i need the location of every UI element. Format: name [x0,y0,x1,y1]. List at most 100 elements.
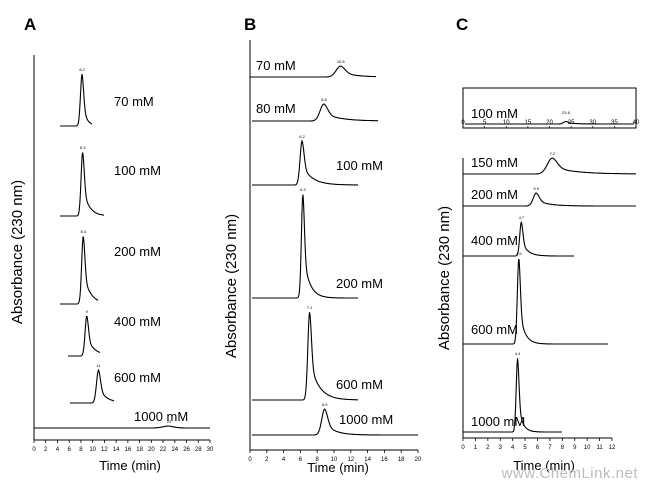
x-tick-label: 2 [265,457,269,463]
chromatogram-trace [252,103,378,122]
peak-time-label: 10.8 [337,59,346,64]
x-tick-label: 8 [561,445,565,451]
chromatogram-trace [463,221,574,257]
x-tick-label: 10 [584,445,591,451]
chromatogram-trace [252,408,418,436]
x-tick-label: 8 [316,457,320,463]
panel-letter-a: A [24,15,36,34]
x-tick-label: 7 [548,445,552,451]
peak-time-label: 7.2 [550,151,556,156]
x-tick-label: 10 [331,457,338,463]
concentration-label: 200 mM [336,276,383,291]
peak-time-label: 23 [167,419,172,424]
x-tick-label: 12 [101,447,108,453]
x-tick-label: 22 [160,447,167,453]
x-tick-label: 18 [398,457,405,463]
x-tick-label: 12 [609,445,616,451]
x-axis-label-c: Time (min) [513,458,575,473]
x-tick-label: 8 [79,447,83,453]
concentration-label: 400 mM [471,233,518,248]
concentration-label: 100 mM [114,163,161,178]
panel-letter-b: B [244,15,256,34]
peak-time-label: 8.3 [80,145,86,150]
concentration-label: 600 mM [471,322,518,337]
inset-tick-label: 35 [611,120,618,126]
chromatogram-trace [463,358,562,433]
peak-time-label: 11 [96,363,101,368]
x-tick-label: 4 [282,457,286,463]
watermark: www.ChemLink.net [501,465,639,482]
peak-time-label: 6.3 [300,187,306,192]
y-axis-label-a: Absorbance (230 nm) [9,180,26,324]
inset-tick-label: 20 [546,120,553,126]
x-tick-label: 0 [32,447,36,453]
concentration-label: 200 mM [471,187,518,202]
concentration-label: 70 mM [114,94,154,109]
peak-time-label: 4.5 [516,251,522,256]
concentration-label: 70 mM [256,58,296,73]
x-tick-label: 16 [125,447,132,453]
x-tick-label: 12 [347,457,354,463]
chromatogram-trace [60,74,93,127]
x-tick-label: 18 [136,447,143,453]
chromatogram-trace [68,316,101,357]
peak-time-label: 8.8 [321,97,327,102]
x-tick-label: 6 [68,447,72,453]
peak-time-label: 8.9 [322,402,328,407]
x-axis-label-a: Time (min) [99,458,161,473]
concentration-label: 1000 mM [339,412,393,427]
x-tick-label: 0 [461,445,465,451]
x-tick-label: 3 [499,445,503,451]
x-tick-label: 28 [195,447,202,453]
chromatogram-trace [252,312,358,401]
panel-letter-c: C [456,15,468,34]
x-tick-label: 26 [183,447,190,453]
concentration-label: 150 mM [471,155,518,170]
peak-time-label: 8.2 [79,67,85,72]
x-axis-label-b: Time (min) [307,460,369,475]
x-tick-label: 11 [596,445,603,451]
peak-time-label: 8.4 [80,229,86,234]
concentration-label: 100 mM [336,158,383,173]
concentration-label: 400 mM [114,314,161,329]
inset-tick-label: 25 [568,120,575,126]
x-tick-label: 4 [56,447,60,453]
y-axis-label-c: Absorbance (230 nm) [436,206,453,350]
chromatogram-trace [465,120,634,125]
x-tick-label: 20 [148,447,155,453]
concentration-label: 80 mM [256,101,296,116]
x-tick-label: 6 [536,445,540,451]
chromatogram-trace [250,65,376,78]
x-tick-label: 14 [113,447,120,453]
inset-tick-label: 5 [483,120,487,126]
inset-tick-label: 0 [461,120,465,126]
x-tick-label: 14 [364,457,371,463]
chromatogram-trace [60,152,105,217]
concentration-label: 600 mM [114,370,161,385]
x-tick-label: 5 [523,445,527,451]
chromatogram-trace [70,368,115,404]
x-tick-label: 9 [573,445,577,451]
peak-time-label: 6.2 [299,134,305,139]
y-axis-label-b: Absorbance (230 nm) [223,214,240,358]
concentration-label: 200 mM [114,244,161,259]
peak-time-label: 4.4 [515,351,521,356]
x-tick-label: 10 [89,447,96,453]
concentration-label: 100 mM [471,106,518,121]
x-tick-label: 4 [511,445,515,451]
inset-tick-label: 15 [525,120,532,126]
peak-time-label: 7.1 [307,305,313,310]
concentration-label: 600 mM [336,377,383,392]
inset-tick-label: 10 [503,120,510,126]
chromatogram-trace [34,425,210,429]
x-tick-label: 24 [171,447,178,453]
x-tick-label: 20 [415,457,422,463]
peak-time-label: 23.8 [562,110,571,115]
peak-time-label: 4.7 [519,215,525,220]
chromatogram-trace [60,236,99,305]
peak-time-label: 5.9 [533,186,539,191]
chromatogram-trace [463,157,636,175]
chromatogram-trace [252,194,358,299]
x-tick-label: 30 [207,447,214,453]
